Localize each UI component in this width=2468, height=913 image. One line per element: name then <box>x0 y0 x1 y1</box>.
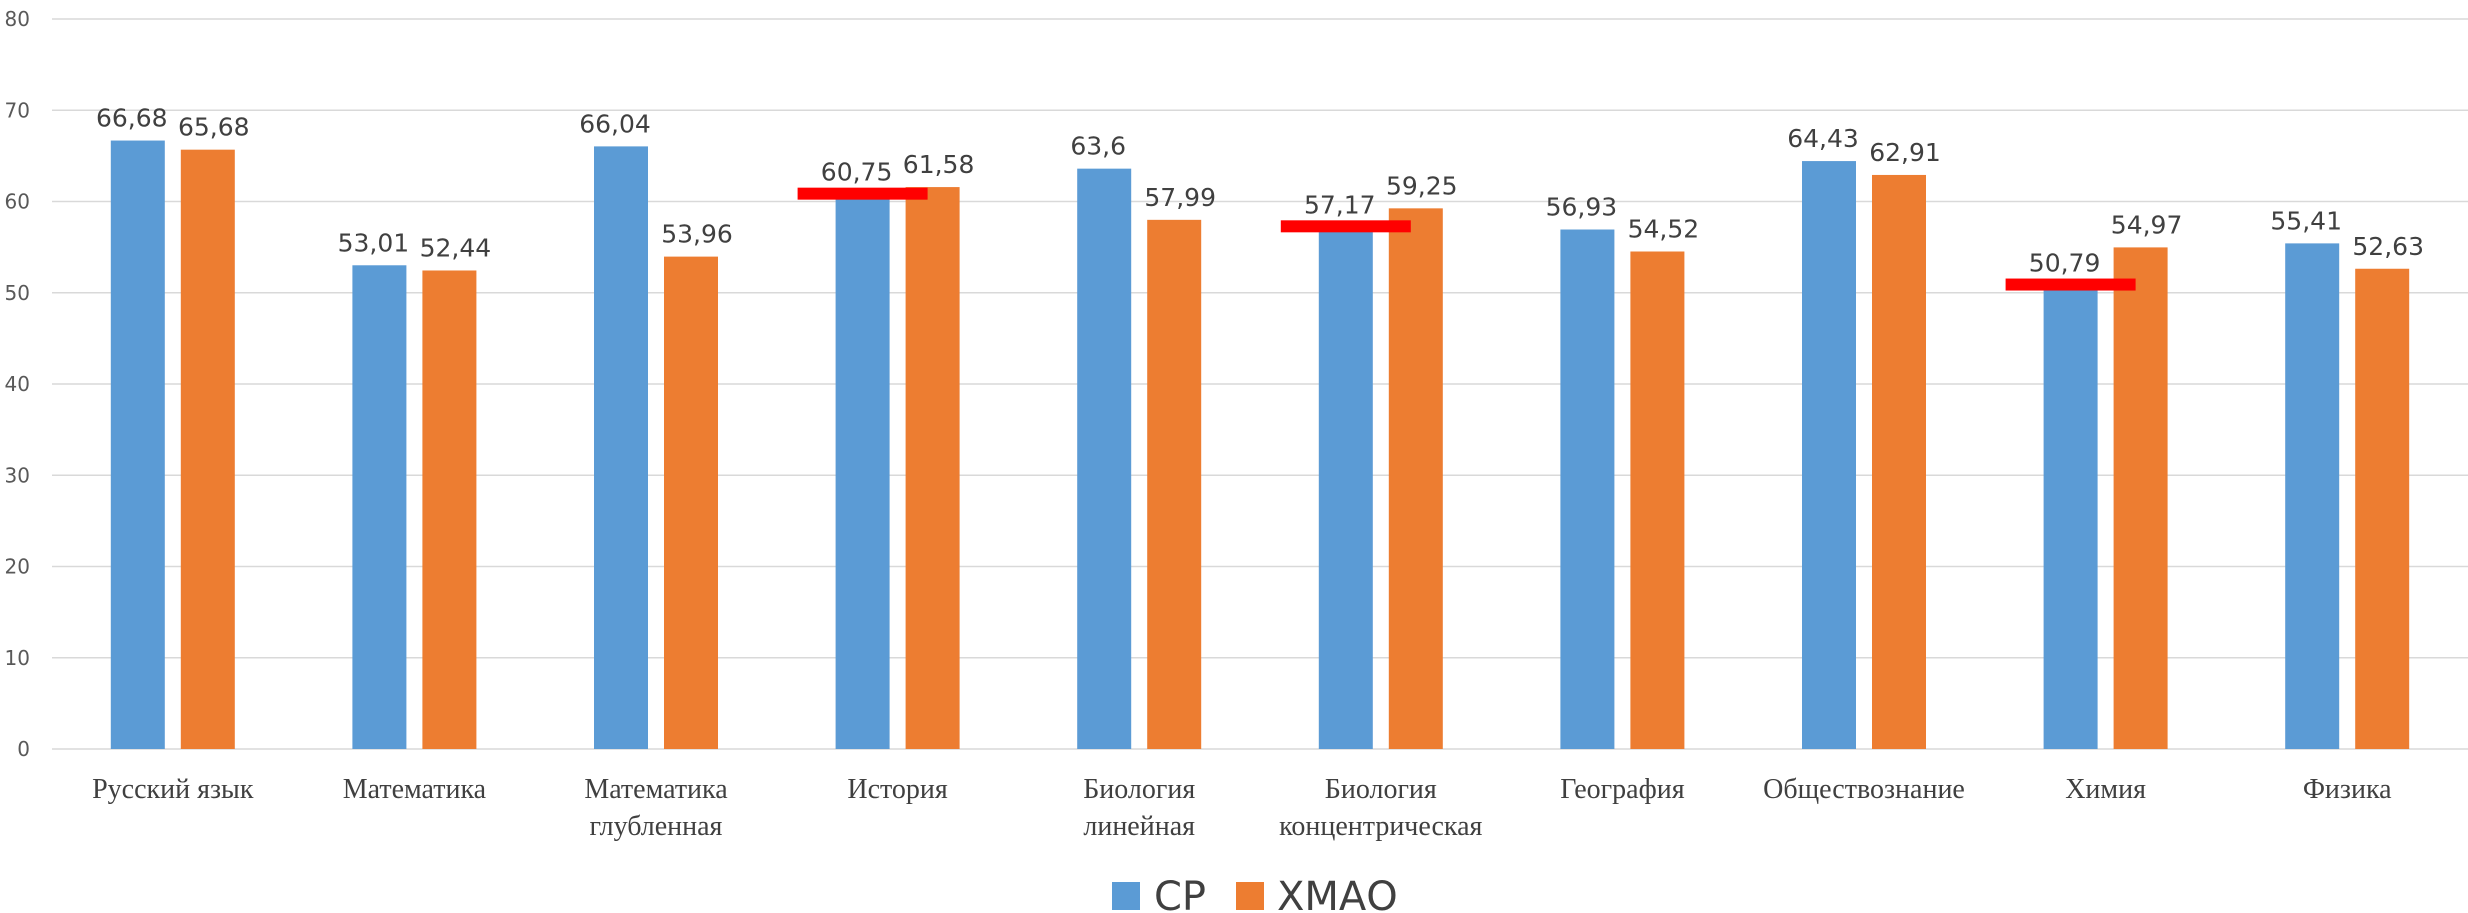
data-label: 55,41 <box>2270 206 2342 235</box>
y-tick-label: 70 <box>5 98 30 122</box>
gridlines <box>52 18 2468 750</box>
data-label: 66,68 <box>96 104 168 133</box>
bar-hmao <box>2355 268 2410 749</box>
data-label: 63,6 <box>1070 132 1126 161</box>
category-label: Химия <box>2065 774 2146 805</box>
legend: СР ХМАО <box>1112 874 1398 913</box>
y-tick-label: 20 <box>5 555 30 579</box>
highlight-marks <box>797 187 2136 291</box>
bar-sr <box>835 194 890 749</box>
data-label: 54,52 <box>1628 215 1700 244</box>
bar-hmao <box>1147 219 1202 749</box>
data-label: 64,43 <box>1787 124 1859 153</box>
bar-hmao <box>1872 174 1926 750</box>
data-label: 53,96 <box>661 220 733 249</box>
category-labels: Русский язык Математика Математика глубленн… <box>92 774 2392 842</box>
bar-sr <box>1560 229 1615 750</box>
y-tick-label: 40 <box>5 372 30 396</box>
category-label: Биология <box>1325 774 1437 805</box>
y-tick-label: 10 <box>5 646 30 670</box>
highlight-mark <box>797 187 928 200</box>
bar-sr <box>2043 285 2098 749</box>
bar-sr <box>352 265 407 749</box>
data-label: 53,01 <box>338 228 410 257</box>
legend-label: СР <box>1154 874 1206 913</box>
highlight-mark <box>2005 278 2136 291</box>
bar-sr <box>1318 227 1373 750</box>
legend-swatch <box>1112 882 1140 910</box>
data-label: 59,25 <box>1386 171 1458 200</box>
bar-hmao <box>2113 247 2168 749</box>
category-label: концентрическая <box>1279 811 1482 842</box>
data-label: 52,63 <box>2352 232 2424 261</box>
legend-label: ХМАО <box>1277 874 1398 913</box>
category-label: линейная <box>1083 811 1195 842</box>
data-label: 65,68 <box>178 113 250 142</box>
bar-sr <box>1802 161 1856 750</box>
bar-sr <box>594 146 648 749</box>
category-label: Биология <box>1083 774 1195 805</box>
data-label: 52,44 <box>420 233 492 262</box>
bar-sr <box>1077 168 1132 749</box>
bar-sr <box>2285 243 2340 750</box>
bar-hmao <box>905 187 960 749</box>
bar-hmao <box>422 270 477 749</box>
category-label: Физика <box>2303 774 2392 805</box>
bars <box>110 140 2410 750</box>
data-label: 54,97 <box>2111 210 2183 239</box>
y-tick-label: 30 <box>5 463 30 487</box>
legend-swatch <box>1236 882 1264 910</box>
data-label: 60,75 <box>821 158 893 187</box>
bar-hmao <box>664 256 718 749</box>
category-label: Математика <box>584 774 728 805</box>
bar-hmao <box>1630 251 1685 749</box>
data-label: 61,58 <box>903 150 975 179</box>
data-label: 66,04 <box>579 109 651 138</box>
bar-hmao <box>180 149 235 750</box>
data-label: 62,91 <box>1869 138 1941 167</box>
y-tick-label: 80 <box>5 7 30 31</box>
category-label: Математика <box>343 774 487 805</box>
data-label: 56,93 <box>1546 193 1618 222</box>
category-label: География <box>1560 774 1685 805</box>
category-label: История <box>847 774 948 805</box>
data-label: 57,99 <box>1144 183 1216 212</box>
data-labels: 66,68 53,01 66,04 60,75 63,6 57,17 56,93 64,43 5… <box>96 104 2424 278</box>
data-label: 57,17 <box>1304 190 1376 219</box>
data-label: 50,79 <box>2029 249 2101 278</box>
category-label: глубленная <box>590 811 723 842</box>
highlight-mark <box>1280 220 1411 233</box>
y-tick-label: 50 <box>5 281 30 305</box>
bar-hmao <box>1388 208 1443 749</box>
category-label: Русский язык <box>92 774 254 805</box>
y-axis-tick-labels: 0 10 20 30 40 50 60 70 80 <box>5 7 30 761</box>
y-tick-label: 0 <box>17 737 30 761</box>
bar-sr <box>110 140 165 750</box>
category-label: Обществознание <box>1763 774 1965 805</box>
y-tick-label: 60 <box>5 190 30 214</box>
